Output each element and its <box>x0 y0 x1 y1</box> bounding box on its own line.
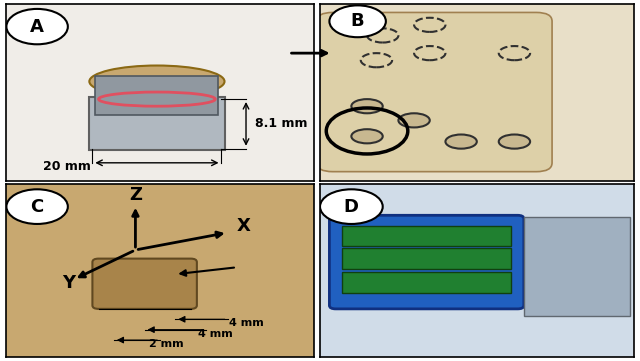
FancyBboxPatch shape <box>342 248 511 269</box>
Circle shape <box>330 5 386 37</box>
FancyBboxPatch shape <box>342 273 511 293</box>
Text: C: C <box>31 197 44 216</box>
Text: 4 mm: 4 mm <box>228 318 264 328</box>
Ellipse shape <box>445 135 477 149</box>
FancyBboxPatch shape <box>330 215 524 309</box>
Ellipse shape <box>90 66 225 97</box>
Text: 4 mm: 4 mm <box>198 329 233 339</box>
Circle shape <box>6 9 68 44</box>
Ellipse shape <box>351 99 383 113</box>
FancyBboxPatch shape <box>342 226 511 247</box>
Text: A: A <box>30 18 44 36</box>
FancyBboxPatch shape <box>95 76 218 115</box>
FancyBboxPatch shape <box>317 12 552 171</box>
Text: 2 mm: 2 mm <box>149 339 184 349</box>
Text: 8.1 mm: 8.1 mm <box>255 117 308 130</box>
FancyBboxPatch shape <box>524 217 630 316</box>
FancyBboxPatch shape <box>90 97 225 151</box>
Circle shape <box>6 189 68 224</box>
Text: B: B <box>351 12 364 30</box>
Circle shape <box>320 189 383 224</box>
Text: X: X <box>237 217 251 235</box>
Text: Z: Z <box>129 186 142 204</box>
Ellipse shape <box>499 135 530 149</box>
Ellipse shape <box>398 113 430 127</box>
Text: 20 mm: 20 mm <box>44 160 91 173</box>
Ellipse shape <box>351 129 383 143</box>
Text: D: D <box>344 197 359 216</box>
FancyBboxPatch shape <box>92 258 197 309</box>
Text: Y: Y <box>61 274 75 292</box>
